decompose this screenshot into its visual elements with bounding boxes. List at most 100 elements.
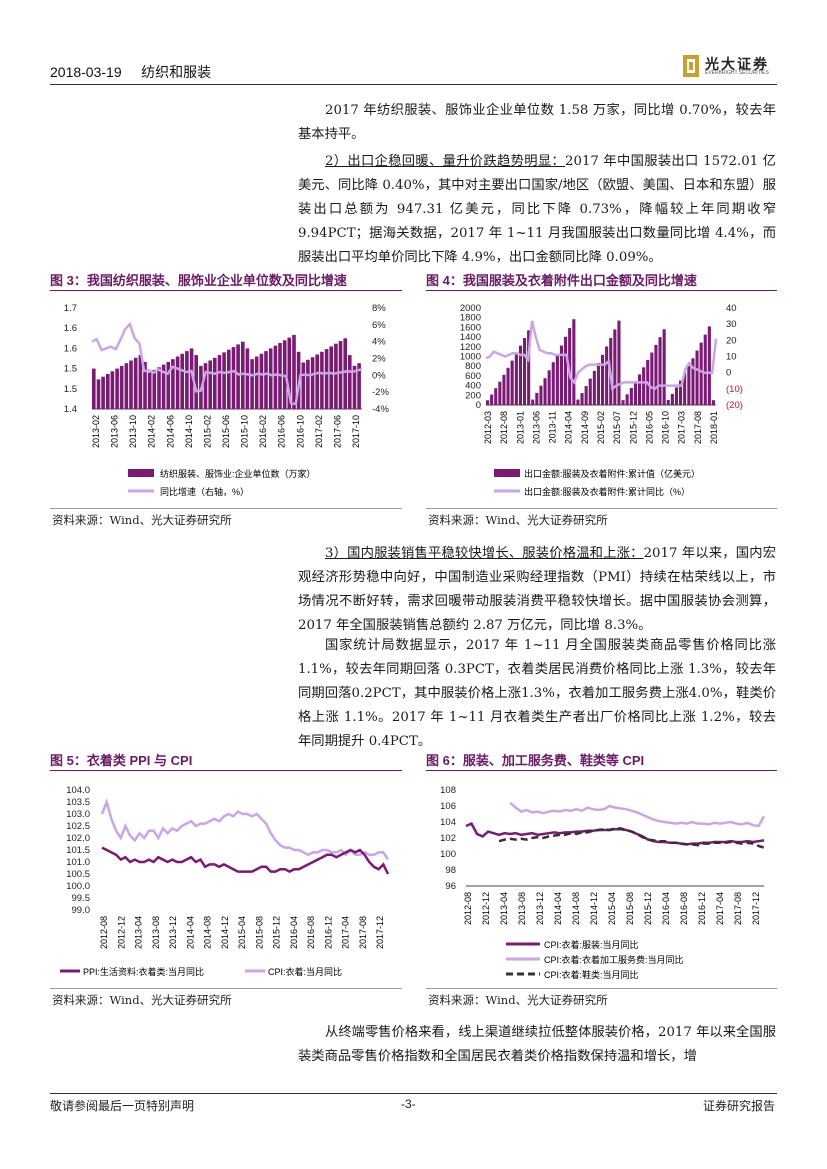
fig3-bar [306,359,310,409]
fig3-legend-swatch-1 [128,469,154,477]
fig5-legend-1: PPI:生活资料:衣着类:当月同比 [83,966,204,977]
fig4-bar [518,345,522,405]
fig4-bar [707,326,711,405]
y-tick-label: 98 [445,865,456,876]
paragraph-2: 2）出口企稳回暖、量升价跌趋势明显：2017 年中国服装出口 1572.01 亿… [298,150,776,270]
x-tick-label: 2016-08 [679,892,689,925]
fig4-bar [613,329,617,405]
fig4-bar [523,338,527,405]
fig4-bar [625,394,629,405]
x-tick-label: 2013-11 [548,411,558,443]
fig3-bar [92,368,96,409]
fig3-bar [171,359,175,409]
fig3-bar [185,351,189,409]
fig4-bar [486,400,490,405]
fig3-bar [264,351,268,409]
fig3-bar [203,363,208,409]
fig4-bar [617,320,621,405]
fig3-bar [133,357,138,409]
fig3-title-rule [50,290,402,291]
fig3-bar [119,365,124,409]
logo-en: EVERBRIGHT SECURITIES [705,70,769,76]
fig4-bar [527,330,531,405]
fig4-bar [506,367,510,405]
fig3-left-axis: 1.7 1.6 1.6 1.5 1.5 1.4 [64,303,77,415]
fig4-bar [559,345,563,405]
y-tick-label: 1800 [460,313,481,324]
footer-disclaimer: 敬请参阅最后一页特别声明 [50,1099,195,1113]
fig4-bar [687,365,691,405]
fig4-bar [564,336,568,405]
fig3-bar [180,353,184,409]
fig4-bar [658,337,662,405]
x-tick-label: 2012-08 [99,916,109,949]
fig4-bar [605,346,609,405]
y-tick-label: 103.0 [66,809,90,820]
x-tick-label: 2014-12 [220,916,230,949]
y-tick-label: 1000 [460,352,481,363]
fig3-source-rule [50,508,402,509]
x-tick-label: 2017-08 [358,916,368,949]
fig4-x-axis: 2012-03 2012-08 2013-01 2013-06 2013-11 2014-… [483,411,719,444]
y-tick-label: 2000 [460,303,481,314]
fig5-source-rule [50,988,402,989]
x-tick-label: 2017-08 [733,892,743,925]
fig3-chart: 1.7 1.6 1.6 1.5 1.5 1.4 8% 6% 4% 2% 0% -2% -4% 2013… [64,303,390,497]
y-tick-label: 102 [440,833,456,844]
y-tick-label: 8% [372,303,386,314]
fig3-bar [254,356,259,409]
fig4-legend-2: 出口金额:服装及衣着附件:累计同比（%） [524,486,690,497]
fig4-bar [691,358,695,405]
fig3-bar [287,337,292,409]
x-tick-label: 2014-02 [147,415,157,448]
fig6-chart: 108 106 104 102 100 98 96 2012-08 2012-12 2013-0… [440,785,766,980]
x-tick-label: 2013-12 [535,892,545,925]
fig4-bar [539,385,543,405]
fig4-bar [703,334,707,405]
x-tick-label: 2013-12 [168,916,178,949]
fig3-bar [208,360,212,409]
fig5-ppi-line [101,846,390,875]
x-tick-label: 2016-04 [289,916,299,949]
fig3-bar [236,344,240,409]
y-tick-label: 4% [372,337,386,348]
x-tick-label: 2013-04 [499,892,509,925]
fig4-bar [666,400,670,405]
fig5-x-axis: 2012-08 2012-12 2013-04 2013-08 2013-12 2014-… [99,916,385,949]
fig3-bar [157,367,161,409]
y-tick-label: -4% [372,404,389,415]
fig4-title-rule [426,290,777,291]
y-tick-label: 1600 [460,322,481,333]
x-tick-label: 2017-12 [375,916,385,949]
x-tick-label: 2014-08 [203,916,213,949]
x-tick-label: 2012-12 [116,916,126,949]
fig3-bar [110,371,115,409]
fig4-bar [510,360,514,405]
x-tick-label: 2014-12 [589,892,599,925]
fig3-bar [338,341,343,409]
y-tick-label: 100 [440,849,456,860]
fig3-bar [245,348,250,409]
header-sector: 纺织和服装 [141,64,212,80]
fig6-title-rule [426,770,777,771]
y-tick-label: 800 [465,361,481,372]
x-tick-label: 2015-04 [237,916,247,949]
y-tick-label: 102.5 [66,821,90,832]
fig6-source-rule [426,988,777,989]
fig3-bar [324,349,329,409]
x-tick-label: 2013-04 [134,916,144,949]
x-tick-label: 2016-10 [661,411,671,444]
x-tick-label: 2017-02 [314,415,324,448]
fig4-bar [699,342,703,405]
y-tick-label: 0% [372,370,386,381]
fig6-x-axis: 2012-08 2012-12 2013-04 2013-08 2013-12 2014-… [463,885,764,925]
x-tick-label: 2012-08 [463,892,473,925]
y-tick-label: 96 [445,881,456,892]
paragraph-3-heading: 3）国内服装销售平稳较快增长、服装价格温和上涨： [325,546,644,561]
x-tick-label: 2015-04 [607,892,617,925]
fig4-right-tick: (10) [726,384,743,395]
fig4-bar [535,392,539,405]
x-tick-label: 2016-06 [277,415,287,448]
x-tick-label: 2013-10 [128,415,138,448]
fig4-right-tick: (20) [726,400,743,411]
